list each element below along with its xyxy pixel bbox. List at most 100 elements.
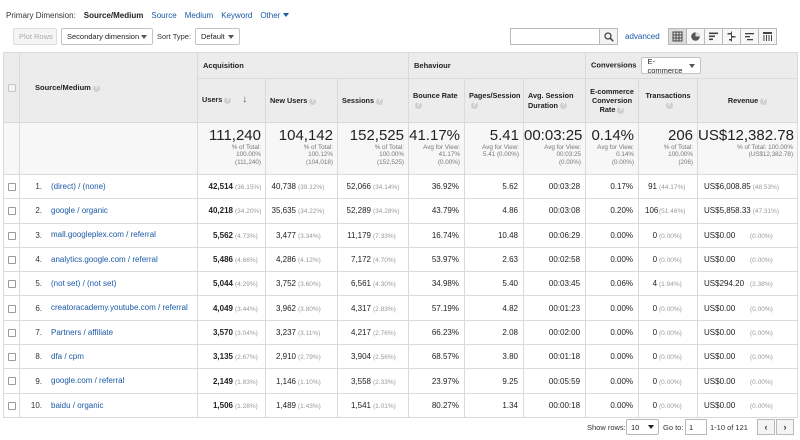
users-cell: 3,135 (2.67%)	[197, 344, 266, 370]
total-users-note1: % of Total:	[231, 144, 261, 151]
next-page-button[interactable]: ›	[776, 419, 794, 435]
users-percent: (36.15%)	[235, 184, 262, 192]
row-checkbox[interactable]	[7, 231, 16, 240]
source-medium-link[interactable]: Partners / affiliate	[51, 327, 114, 337]
sort-type-select[interactable]: Default	[195, 28, 240, 45]
new-users-header[interactable]: New Users?	[265, 78, 338, 123]
sessions-cell: 3,558 (2.33%)	[337, 368, 409, 394]
advanced-filter-link[interactable]: advanced	[625, 32, 660, 41]
source-medium-link[interactable]: creatoracademy.youtube.com / referral	[51, 303, 188, 313]
source-medium-cell: 3. mall.googleplex.com / referral	[19, 223, 198, 248]
help-icon[interactable]: ?	[665, 102, 673, 110]
help-icon[interactable]: ?	[309, 97, 317, 105]
transactions-percent: (44.17%)	[659, 184, 686, 192]
plot-rows-button[interactable]: Plot Rows	[13, 28, 57, 45]
help-icon[interactable]: ?	[560, 102, 567, 110]
pages-session-header-label: Pages/Session	[469, 91, 521, 101]
sessions-cell: 4,317 (2.83%)	[337, 295, 409, 321]
pie-chart-icon	[691, 32, 700, 41]
sessions-percent: (34.28%)	[373, 208, 400, 216]
help-icon[interactable]: ?	[376, 97, 384, 105]
row-checkbox[interactable]	[7, 255, 16, 264]
sessions-value: 1,541	[350, 400, 371, 410]
goto-page-input[interactable]: 1	[685, 419, 707, 435]
new-users-value: 3,237	[275, 327, 296, 337]
chevron-left-icon: ‹	[764, 422, 768, 432]
dimension-option-other[interactable]: Other	[260, 11, 290, 20]
sessions-header-label: Sessions	[342, 95, 375, 105]
total-transactions-value: 206	[667, 127, 694, 144]
source-medium-header[interactable]: Source/Medium?	[19, 52, 198, 123]
comparison-view-button[interactable]	[722, 28, 741, 45]
help-icon[interactable]: ?	[760, 97, 768, 105]
performance-view-button[interactable]	[704, 28, 723, 45]
conversions-goal-select[interactable]: E-commerce	[641, 56, 702, 75]
show-rows-select[interactable]: 10	[626, 419, 659, 435]
row-checkbox[interactable]	[7, 353, 16, 362]
source-medium-link[interactable]: dfa / cpm	[51, 351, 84, 361]
acquisition-group-header: Acquisition	[197, 52, 409, 79]
help-icon[interactable]: ?	[617, 106, 625, 114]
dimension-option-keyword[interactable]: Keyword	[221, 10, 253, 20]
show-rows-label: Show rows:	[587, 423, 626, 432]
help-icon[interactable]: ?	[415, 102, 422, 110]
row-checkbox[interactable]	[7, 183, 16, 192]
secondary-dimension-select[interactable]: Secondary dimension	[61, 28, 153, 45]
select-all-checkbox[interactable]	[7, 84, 16, 92]
source-medium-link[interactable]: analytics.google.com / referral	[51, 254, 158, 264]
total-avg-duration: 00:03:25 Avg for View: 00:03:25 (0.00%)	[523, 122, 587, 175]
transactions-percent: (1.94%)	[659, 281, 682, 289]
source-medium-link[interactable]: baidu / organic	[51, 400, 104, 410]
help-icon[interactable]: ?	[471, 102, 478, 110]
source-medium-link[interactable]: (direct) / (none)	[51, 181, 106, 191]
source-medium-link[interactable]: google.com / referral	[51, 376, 125, 386]
sort-descending-icon[interactable]: ↓	[242, 94, 248, 106]
goto-label: Go to:	[663, 423, 684, 432]
revenue-header[interactable]: Revenue?	[697, 78, 799, 123]
bounce-rate-cell: 36.92%	[408, 174, 465, 200]
conversion-rate-header[interactable]: E-commerce Conversion Rate?	[585, 78, 640, 123]
source-medium-link[interactable]: mall.googleplex.com / referral	[51, 230, 156, 240]
transactions-header[interactable]: Transactions?	[638, 78, 699, 123]
percentage-view-button[interactable]	[686, 28, 705, 45]
dimension-option-medium[interactable]: Medium	[184, 10, 214, 20]
revenue-value: US$0.00	[704, 255, 736, 265]
revenue-value: US$0.00	[704, 400, 736, 410]
row-checkbox[interactable]	[7, 280, 16, 289]
conversions-goal-value: E-commerce	[647, 56, 683, 75]
sessions-value: 4,217	[350, 327, 371, 337]
row-checkbox[interactable]	[7, 377, 16, 386]
help-icon[interactable]: ?	[224, 97, 232, 104]
conversion-rate-cell: 0.00%	[585, 295, 640, 321]
term-cloud-view-button[interactable]	[740, 28, 759, 45]
new-users-percent: (3.80%)	[298, 305, 321, 313]
search-button[interactable]	[599, 28, 618, 45]
row-select-cell	[3, 295, 20, 321]
row-checkbox[interactable]	[7, 401, 16, 410]
sessions-value: 6,561	[350, 279, 371, 289]
pages-session-header[interactable]: Pages/Session?	[464, 78, 524, 123]
dimension-option-source[interactable]: Source	[151, 10, 177, 20]
pivot-view-button[interactable]	[758, 28, 777, 45]
table-row: 2. google / organic 40,218 (34.20%) 35,635 (3…	[3, 198, 799, 224]
source-medium-link[interactable]: google / organic	[51, 206, 108, 216]
data-table-view-button[interactable]	[668, 28, 687, 45]
row-checkbox[interactable]	[7, 304, 16, 313]
previous-page-button[interactable]: ‹	[757, 419, 775, 435]
row-checkbox[interactable]	[7, 207, 16, 216]
avg-session-duration-header[interactable]: Avg. Session Duration?	[523, 78, 587, 123]
sessions-header[interactable]: Sessions?	[337, 78, 409, 123]
users-header[interactable]: Users? ↓	[197, 78, 266, 123]
conversions-group-label: Conversions	[591, 60, 637, 70]
new-users-value: 40,738	[271, 182, 296, 192]
users-percent: (4.29%)	[235, 281, 258, 289]
total-new-users-note2: 100.12%	[308, 151, 333, 159]
help-icon[interactable]: ?	[92, 84, 100, 92]
total-new-users-note1: % of Total:	[303, 144, 333, 151]
source-medium-link[interactable]: (not set) / (not set)	[51, 279, 117, 289]
bounce-rate-header[interactable]: Bounce Rate?	[408, 78, 465, 123]
row-checkbox[interactable]	[7, 328, 16, 337]
transactions-percent: (0.00%)	[659, 354, 682, 362]
avg-duration-cell: 00:03:45	[523, 271, 587, 297]
table-search-input[interactable]	[510, 28, 618, 45]
